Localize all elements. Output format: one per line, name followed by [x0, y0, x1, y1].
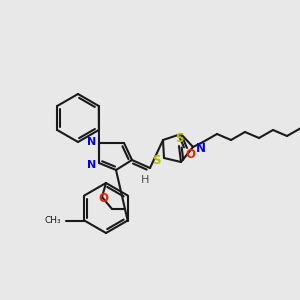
Text: S: S [152, 154, 160, 166]
Text: S: S [175, 133, 183, 146]
Text: O: O [98, 191, 108, 205]
Text: H: H [141, 175, 149, 185]
Text: O: O [185, 148, 195, 160]
Text: N: N [196, 142, 206, 154]
Text: N: N [87, 160, 97, 170]
Text: CH₃: CH₃ [45, 216, 61, 225]
Text: N: N [87, 137, 97, 147]
